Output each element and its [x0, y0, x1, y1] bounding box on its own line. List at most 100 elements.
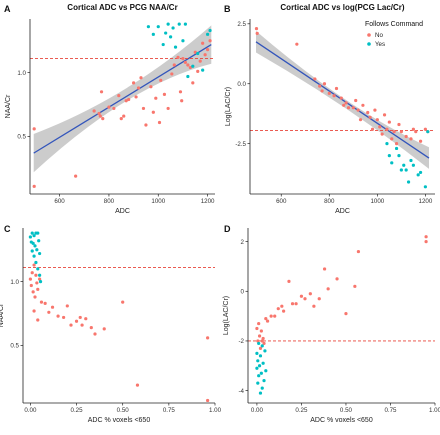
data-point-no — [33, 295, 37, 299]
data-point-no — [157, 120, 162, 125]
data-point-no — [312, 304, 316, 308]
x-axis-label: ADC — [335, 208, 350, 215]
chart-title: Cortical ADC vs PCG NAA/Cr — [67, 3, 177, 12]
data-point-no — [35, 281, 39, 285]
data-point-yes — [257, 364, 262, 368]
y-tick-label: 0.5 — [10, 343, 19, 350]
data-point-no — [299, 294, 304, 298]
legend-yes-label: Yes — [375, 41, 385, 48]
data-point-yes — [418, 170, 423, 175]
data-point-no — [361, 103, 365, 107]
data-point-no — [32, 127, 36, 131]
data-point-no — [28, 277, 32, 281]
data-point-no — [122, 114, 126, 118]
data-point-no — [117, 94, 121, 98]
data-point-no — [334, 86, 339, 91]
data-point-yes — [260, 344, 264, 348]
data-point-no — [380, 132, 384, 136]
data-point-no — [418, 139, 423, 143]
data-point-no — [411, 127, 415, 131]
data-point-yes — [257, 341, 261, 346]
legend-title: Follows Command — [365, 21, 423, 28]
data-point-no — [255, 326, 259, 331]
data-point-no — [135, 383, 140, 387]
data-point-no — [201, 41, 205, 45]
data-point-no — [80, 323, 84, 327]
data-point-no — [112, 106, 116, 111]
data-point-no — [56, 314, 60, 318]
data-point-yes — [33, 244, 37, 248]
x-tick-label: 1200 — [201, 198, 215, 205]
y-axis-label: NAA/Cr — [5, 94, 12, 118]
data-point-no — [31, 290, 35, 294]
data-point-no — [149, 85, 153, 89]
data-point-no — [356, 249, 361, 254]
panel-letter: D — [224, 224, 231, 234]
data-point-no — [159, 78, 163, 82]
data-point-no — [265, 319, 270, 323]
data-point-no — [62, 315, 66, 320]
data-point-no — [317, 297, 321, 301]
data-point-no — [394, 142, 399, 146]
data-point-no — [92, 109, 96, 113]
data-point-no — [276, 307, 280, 311]
data-point-no — [260, 339, 264, 343]
data-point-yes — [36, 231, 40, 235]
data-point-no — [139, 76, 143, 80]
data-point-yes — [259, 371, 263, 375]
data-point-yes — [208, 28, 212, 33]
data-point-yes — [263, 349, 267, 353]
data-point-no — [342, 103, 346, 107]
data-point-no — [172, 63, 176, 67]
data-point-no — [141, 106, 146, 111]
y-tick-label: 0.5 — [17, 134, 26, 141]
data-point-no — [101, 117, 105, 121]
data-point-no — [78, 315, 82, 320]
data-point-no — [368, 115, 372, 119]
data-point-no — [127, 97, 131, 102]
data-point-no — [392, 130, 396, 134]
y-tick-label: 0.0 — [237, 81, 246, 88]
data-point-yes — [38, 280, 43, 284]
data-point-no — [257, 334, 262, 338]
data-point-yes — [206, 32, 210, 36]
data-point-no — [84, 317, 88, 321]
data-point-no — [378, 125, 382, 129]
data-point-no — [397, 122, 401, 127]
y-tick-label: 2.5 — [237, 21, 246, 28]
data-point-no — [382, 113, 387, 117]
data-point-yes — [171, 26, 175, 30]
data-point-no — [97, 111, 101, 116]
data-point-no — [424, 240, 428, 244]
data-point-no — [186, 63, 190, 67]
data-point-yes — [177, 22, 181, 26]
data-point-yes — [146, 25, 150, 29]
data-point-no — [43, 301, 47, 305]
panel-c: C 0.00 0.25 0.50 0.75 1.00 0.5 1.0 ADC % voxels … — [0, 224, 222, 424]
data-point-yes — [255, 366, 259, 370]
x-axis-label: ADC % voxels <650 — [88, 417, 151, 424]
data-point-no — [326, 287, 330, 291]
data-point-no — [280, 304, 284, 308]
data-point-no — [353, 284, 357, 288]
data-point-yes — [31, 241, 35, 245]
data-point-no — [74, 319, 79, 323]
y-tick-label: -4 — [238, 388, 244, 395]
data-point-no — [102, 327, 106, 331]
data-point-no — [370, 127, 375, 131]
data-point-no — [34, 273, 38, 277]
data-point-yes — [261, 361, 265, 365]
data-point-no — [36, 287, 40, 291]
regression-line — [255, 41, 430, 159]
data-point-no — [132, 81, 136, 85]
data-point-no — [166, 106, 170, 111]
data-point-yes — [151, 32, 155, 36]
data-point-yes — [36, 267, 40, 271]
data-point-yes — [258, 391, 263, 395]
data-point-no — [144, 123, 148, 127]
data-point-no — [191, 81, 195, 85]
data-point-no — [196, 69, 200, 73]
data-point-no — [373, 108, 377, 112]
data-point-no — [255, 31, 259, 35]
data-point-no — [346, 106, 351, 110]
